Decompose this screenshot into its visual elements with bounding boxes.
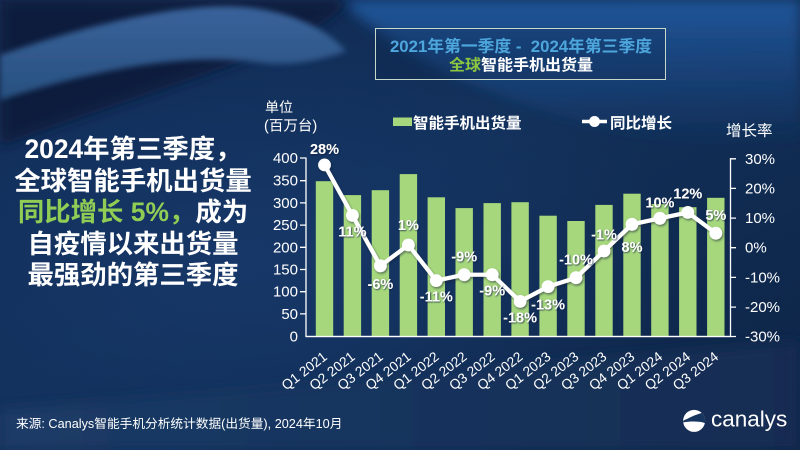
svg-text:5%: 5%	[705, 208, 726, 224]
svg-text:canalys: canalys	[711, 407, 787, 432]
svg-text:0: 0	[290, 329, 298, 346]
svg-text:28%: 28%	[310, 142, 339, 158]
svg-text:150: 150	[273, 262, 298, 279]
svg-text:-13%: -13%	[531, 298, 565, 314]
svg-text:-9%: -9%	[451, 250, 477, 266]
svg-text:-6%: -6%	[368, 277, 394, 293]
svg-text:2021年第一季度 - 2024年第三季度: 2021年第一季度 - 2024年第三季度	[390, 37, 652, 56]
svg-text:同比增长: 同比增长	[610, 115, 673, 133]
svg-text:250: 250	[273, 217, 298, 234]
svg-text:11%: 11%	[338, 224, 366, 240]
svg-text:-10%: -10%	[745, 269, 780, 286]
svg-text:-10%: -10%	[559, 253, 593, 269]
svg-text:-20%: -20%	[745, 299, 780, 316]
svg-text:智能手机出货量: 智能手机出货量	[413, 115, 522, 133]
svg-text:8%: 8%	[622, 240, 643, 256]
svg-text:全球智能手机出货量: 全球智能手机出货量	[449, 57, 593, 75]
svg-text:(百万台): (百万台)	[264, 118, 317, 135]
svg-text:单位: 单位	[265, 99, 293, 115]
svg-text:12%: 12%	[673, 186, 702, 202]
svg-text:-9%: -9%	[479, 284, 505, 300]
svg-text:-18%: -18%	[503, 310, 537, 326]
svg-text:0%: 0%	[745, 240, 767, 257]
svg-text:50: 50	[281, 306, 298, 323]
svg-text:-1%: -1%	[591, 227, 617, 243]
svg-text:10%: 10%	[745, 210, 775, 227]
svg-text:350: 350	[273, 173, 298, 190]
svg-text:300: 300	[273, 195, 298, 212]
svg-text:20%: 20%	[745, 180, 775, 197]
svg-text:-30%: -30%	[745, 329, 780, 346]
svg-text:-11%: -11%	[420, 290, 453, 306]
svg-text:100: 100	[273, 284, 298, 301]
svg-text:1%: 1%	[398, 218, 419, 234]
svg-text:30%: 30%	[745, 151, 775, 168]
svg-text:10%: 10%	[645, 195, 674, 211]
svg-text:增长率: 增长率	[726, 122, 773, 140]
svg-text:200: 200	[273, 239, 298, 256]
svg-text:400: 400	[273, 150, 298, 167]
